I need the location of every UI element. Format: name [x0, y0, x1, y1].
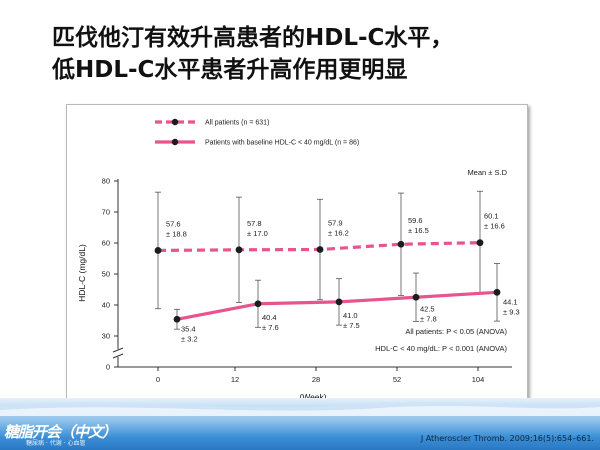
data-point — [254, 300, 262, 308]
data-label-sd: ± 7.8 — [420, 314, 437, 323]
annotation-p-all: All patients: P < 0.05 (ANOVA) — [405, 327, 507, 336]
y-tick-label: 60 — [102, 239, 110, 248]
data-label-value: 57.8 — [247, 219, 262, 228]
data-label-sd: ± 18.8 — [166, 229, 187, 238]
legend-marker — [171, 118, 179, 126]
data-label-sd: ± 16.6 — [484, 222, 505, 231]
data-point — [173, 315, 181, 323]
brand-logo: 糖脂开会（中文） 糖尿病 · 代谢 · 心血管 — [4, 423, 154, 447]
data-label-sd: ± 7.5 — [343, 321, 360, 330]
legend-marker — [171, 138, 179, 146]
data-label-sd: ± 16.5 — [408, 226, 429, 235]
slide-title-line-1: 匹伐他汀有效升高患者的HDL-C水平， — [52, 25, 454, 51]
legend-label: Patients with baseline HDL-C < 40 mg/dL … — [205, 140, 359, 147]
citation: J Atheroscler Thromb. 2009;16(5):654–661… — [420, 434, 594, 443]
slide-title: 匹伐他汀有效升高患者的HDL-C水平， 低HDL-C水平患者升高作用更明显 — [52, 22, 582, 86]
y-tick-label: 30 — [102, 332, 110, 341]
series-line-low-hdl — [176, 290, 498, 321]
y-tick-label: 40 — [102, 301, 110, 310]
data-label-value: 60.1 — [484, 212, 499, 221]
y-tick-label: 80 — [102, 177, 110, 186]
data-point — [493, 288, 501, 296]
data-point — [412, 293, 420, 301]
data-label-value: 44.1 — [503, 297, 518, 306]
x-tick-label: 52 — [393, 375, 401, 384]
data-label-value: 40.4 — [262, 313, 277, 322]
data-label-value: 59.6 — [408, 216, 423, 225]
x-axis-title: (Week) — [299, 392, 326, 402]
data-label-sd: ± 7.6 — [262, 323, 279, 332]
data-label-value: 57.6 — [166, 219, 181, 228]
data-point — [476, 239, 484, 247]
y-tick-label: 70 — [102, 208, 110, 217]
logo-sub-text: 糖尿病 · 代谢 · 心血管 — [26, 440, 86, 447]
data-point — [335, 298, 343, 306]
x-tick-label: 0 — [156, 375, 160, 384]
data-label-sd: ± 16.2 — [328, 229, 349, 238]
data-point — [154, 247, 162, 254]
data-label-sd: ± 17.0 — [247, 229, 268, 238]
y-tick-label: 0 — [106, 363, 110, 372]
data-label-sd: ± 3.2 — [181, 334, 198, 343]
chart-panel: 0 30 40 50 60 70 80 0 12 28 52 104 (Week) HDL-C (mg/d… — [66, 104, 528, 410]
y-tick-label: 50 — [102, 270, 110, 279]
data-label-value: 35.4 — [181, 324, 196, 333]
mean-sd-note: Mean ± S.D — [467, 168, 507, 177]
x-tick-label: 12 — [231, 375, 239, 384]
hdl-c-line-chart: 0 30 40 50 60 70 80 0 12 28 52 104 (Week) HDL-C (mg/d… — [77, 118, 520, 402]
data-label-value: 57.9 — [328, 219, 343, 228]
data-point — [397, 240, 405, 248]
data-point — [316, 246, 324, 253]
y-axis-break-mark — [112, 347, 124, 353]
y-axis-title: HDL-C (mg/dL) — [77, 244, 87, 302]
legend-label: All patients (n = 631) — [205, 120, 269, 127]
data-label-sd: ± 9.3 — [503, 307, 520, 316]
data-label-value: 42.5 — [420, 304, 435, 313]
annotation-p-low-hdl: HDL-C < 40 mg/dL: P < 0.001 (ANOVA) — [375, 344, 507, 353]
y-axis-break-mark — [112, 353, 124, 359]
footer-wave — [0, 402, 600, 416]
slide-title-line-2: 低HDL-C水平患者升高作用更明显 — [52, 57, 408, 83]
data-label-value: 41.0 — [343, 311, 358, 320]
x-tick-label: 104 — [472, 375, 485, 384]
logo-main-text: 糖脂开会（中文） — [4, 423, 117, 441]
x-tick-label: 28 — [312, 375, 320, 384]
data-point — [235, 246, 243, 254]
